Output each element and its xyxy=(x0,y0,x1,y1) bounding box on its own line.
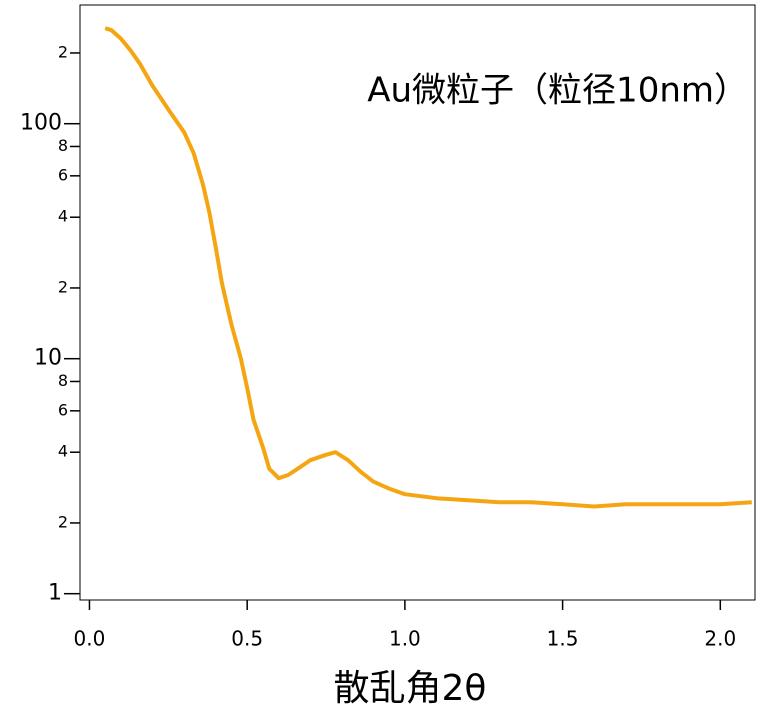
y-tick-label: 4 xyxy=(58,207,68,226)
y-tick-label: 1 xyxy=(48,581,62,606)
y-tick-label: 6 xyxy=(58,400,68,419)
x-axis-label: 散乱角2θ xyxy=(334,668,487,709)
y-tick-label: 10 xyxy=(34,346,62,371)
y-tick-label: 2 xyxy=(58,512,68,531)
plot-frame xyxy=(79,4,756,601)
x-tick-label: 2.0 xyxy=(704,627,736,651)
y-tick-label: 2 xyxy=(58,42,68,61)
x-tick-label: 0.5 xyxy=(231,627,263,651)
y-tick-label: 100 xyxy=(20,111,62,136)
x-tick-label: 1.5 xyxy=(547,627,579,651)
y-tick-label: 8 xyxy=(58,136,68,155)
y-tick-label: 6 xyxy=(58,165,68,184)
y-tick-label: 4 xyxy=(58,442,68,461)
y-tick-label: 8 xyxy=(58,371,68,390)
data-line xyxy=(104,26,752,509)
chart-title: Au微粒子（粒径10nm） xyxy=(367,71,748,111)
y-tick-label: 2 xyxy=(58,277,68,296)
x-tick-label: 0.0 xyxy=(74,627,106,651)
x-tick-label: 1.0 xyxy=(389,627,421,651)
